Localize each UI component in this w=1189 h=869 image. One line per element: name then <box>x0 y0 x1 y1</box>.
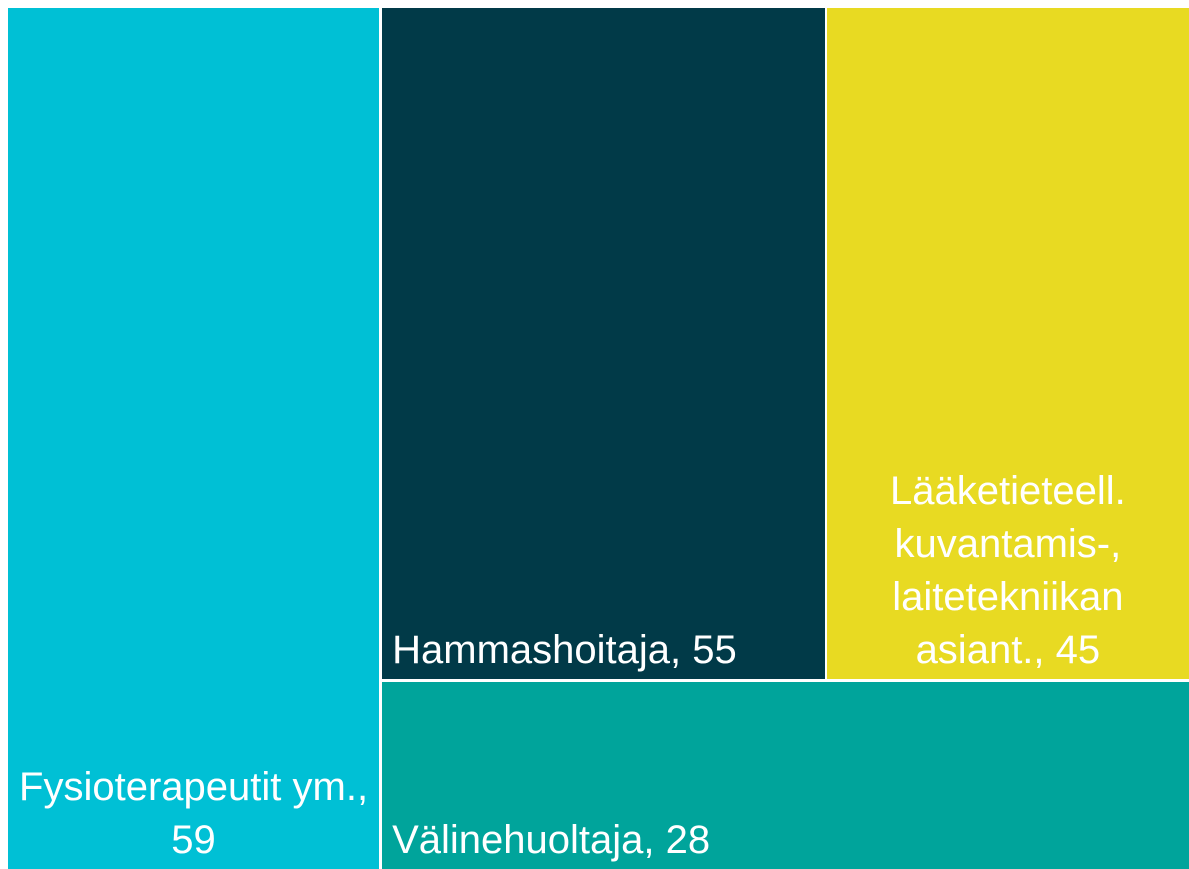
data-label: Hammashoitaja, 55 <box>392 628 737 673</box>
tile: Lääketieteell. kuvantamis-, laitetekniik… <box>826 8 1189 680</box>
tile: Välinehuoltaja, 28 <box>382 682 1189 869</box>
data-label: Välinehuoltaja, 28 <box>392 818 711 862</box>
data-label: Fysioterapeutit ym., 59 <box>19 765 369 862</box>
data-label: Lääketieteell. kuvantamis-, laitetekniik… <box>889 469 1126 673</box>
tile: Fysioterapeutit ym., 59 <box>8 8 380 869</box>
tile: Hammashoitaja, 55 <box>382 8 826 680</box>
